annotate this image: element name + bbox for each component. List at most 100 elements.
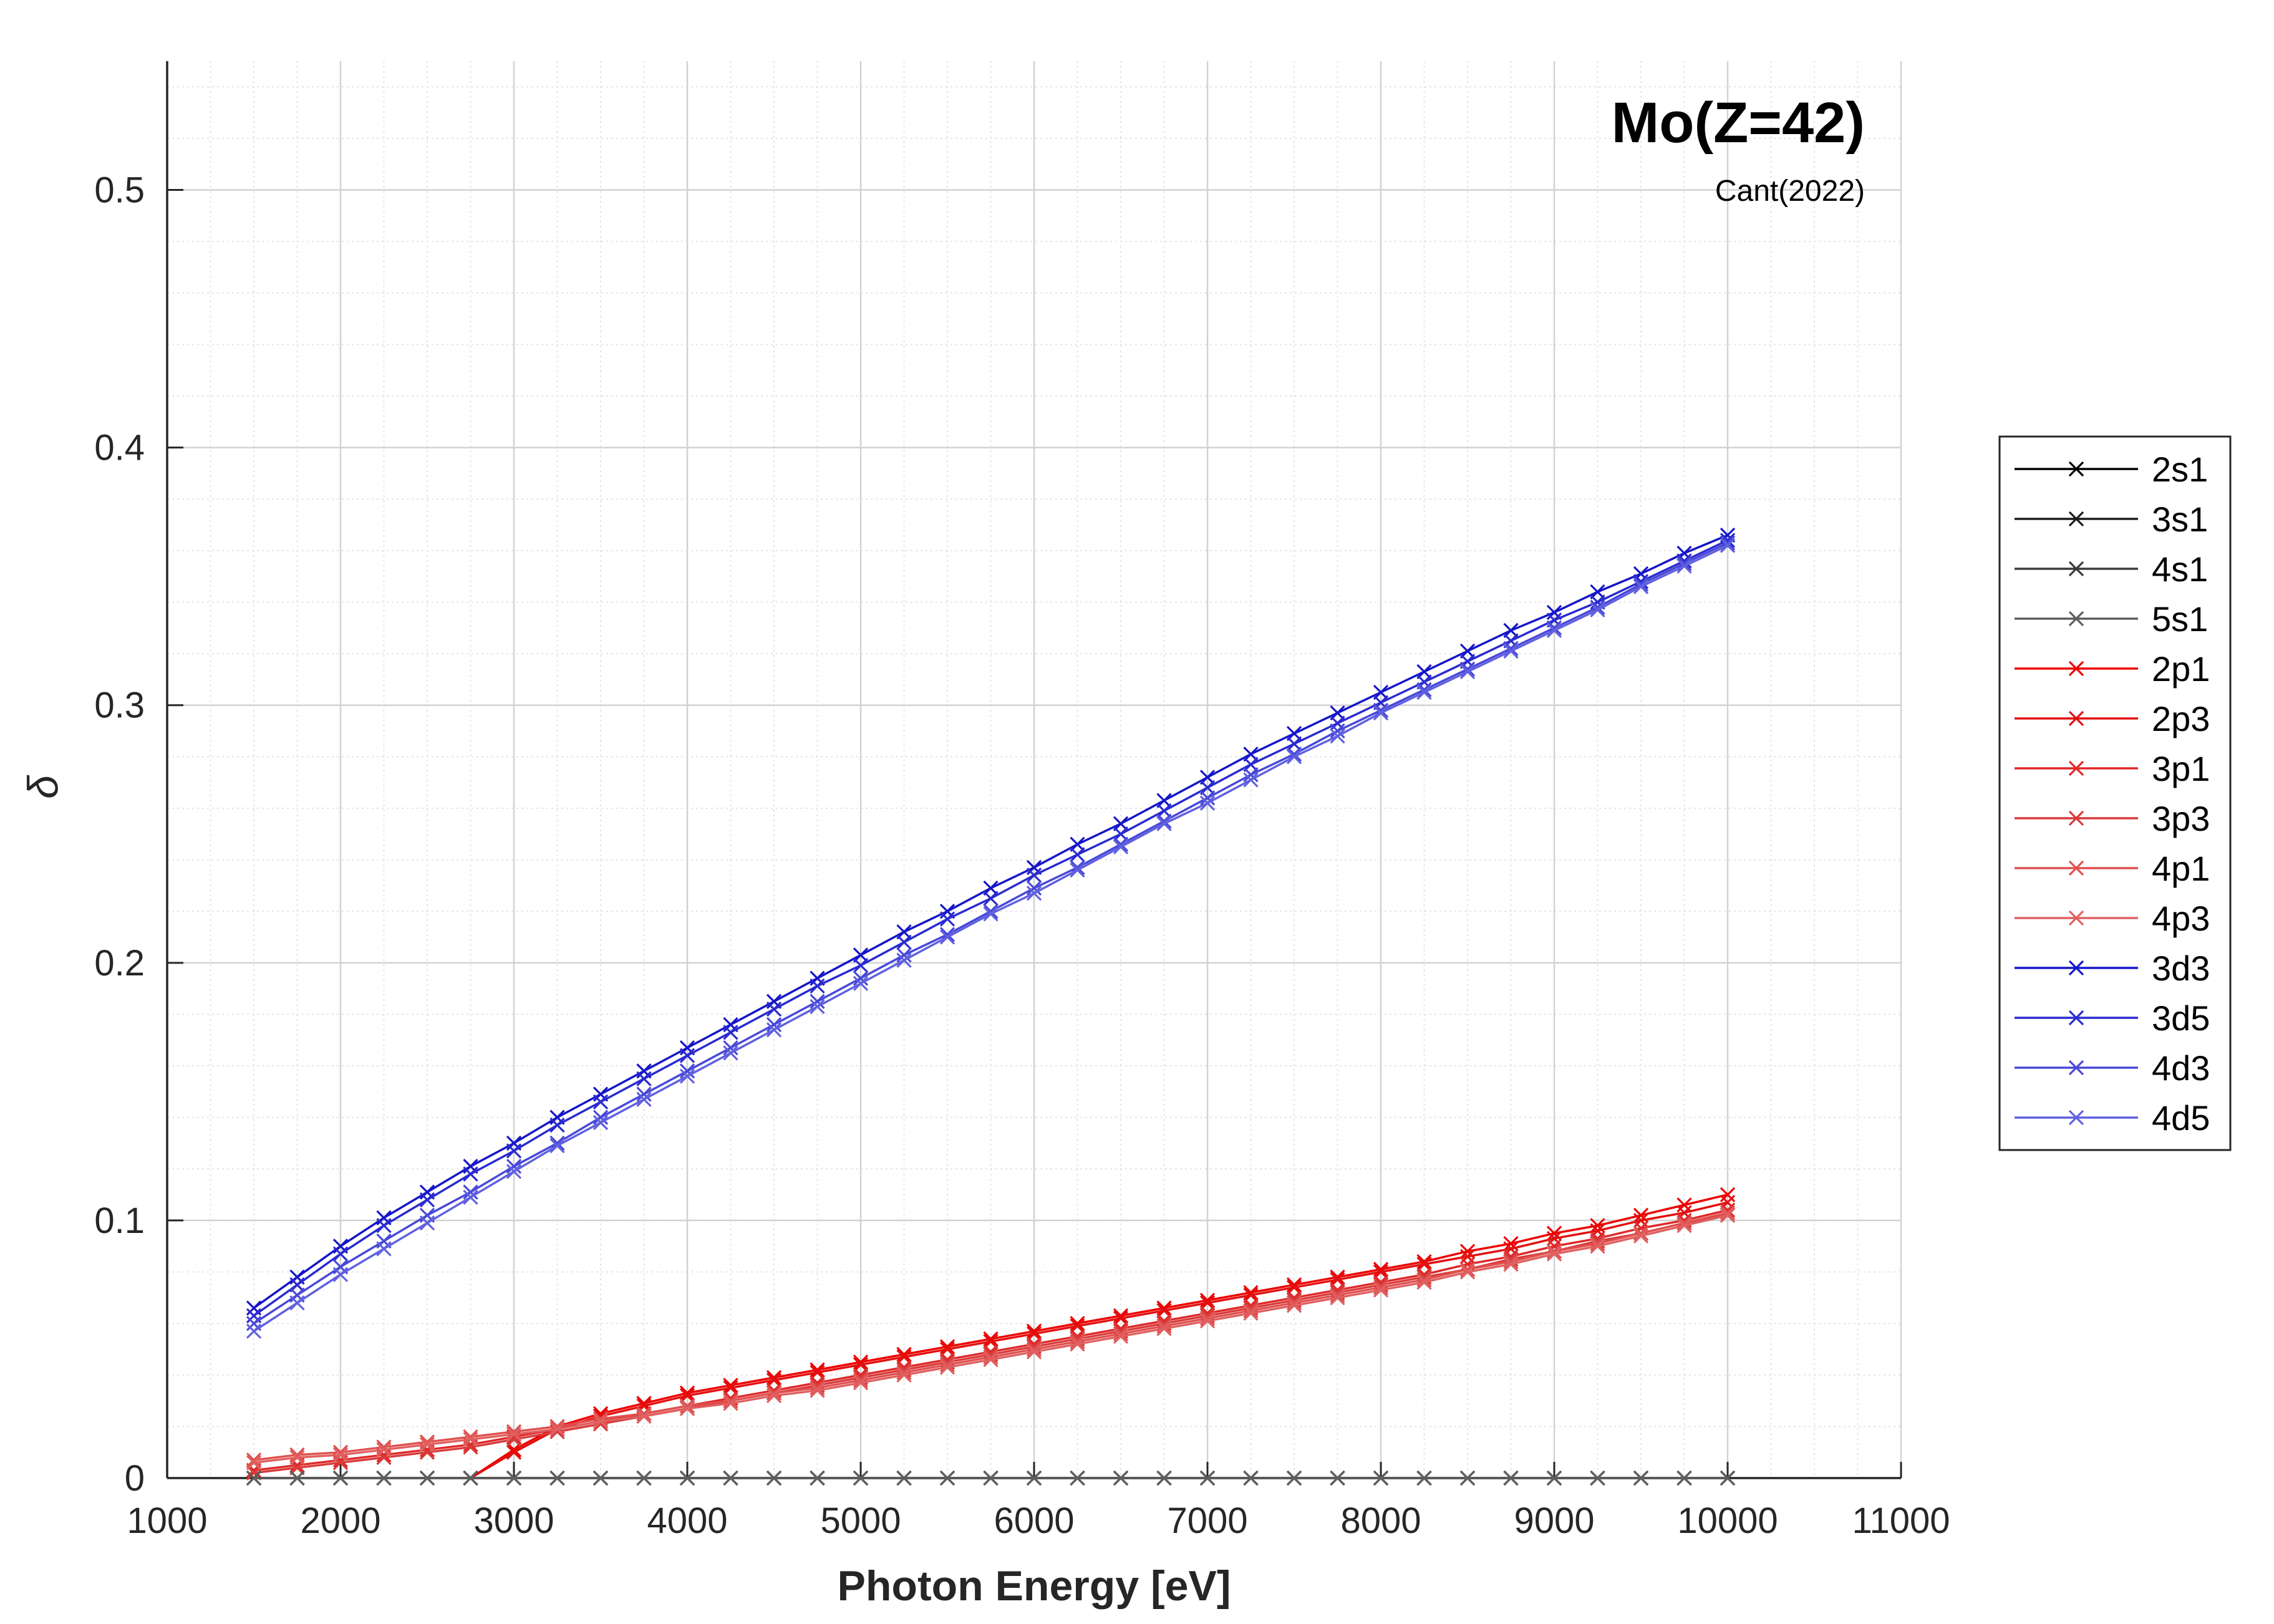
data-point-4d5 (1546, 622, 1562, 639)
data-point-4d3 (723, 1040, 738, 1056)
data-point-5s1 (463, 1470, 478, 1486)
data-point-4d5 (1070, 862, 1085, 878)
data-point-3d5 (810, 978, 825, 994)
data-point-4d5 (593, 1114, 609, 1131)
legend-marker (2068, 910, 2084, 926)
data-point-5s1 (983, 1470, 999, 1486)
y-tick-label: 0.3 (94, 685, 145, 726)
data-point-5s1 (1070, 1470, 1085, 1486)
data-point-4d5 (463, 1189, 478, 1205)
data-point-5s1 (1546, 1470, 1562, 1486)
data-point-4d5 (1330, 728, 1345, 744)
data-point-5s1 (766, 1470, 782, 1486)
data-point-5s1 (1503, 1470, 1519, 1486)
legend-item-2p1: 2p1 (2015, 649, 2210, 689)
legend-label: 2s1 (2152, 450, 2208, 489)
data-point-4d5 (983, 906, 999, 922)
data-point-4d5 (332, 1267, 349, 1282)
x-tick-label: 3000 (473, 1501, 554, 1541)
legend-item-4p3: 4p3 (2015, 899, 2210, 938)
legend-label: 4d3 (2152, 1048, 2210, 1088)
data-point-2p1 (723, 1378, 738, 1393)
data-point-4p3 (376, 1442, 392, 1457)
series-line-4d5 (253, 544, 1728, 1333)
data-point-4d5 (1459, 664, 1476, 680)
x-tick-label: 5000 (820, 1501, 901, 1541)
data-point-4p1 (332, 1444, 349, 1460)
data-point-2p1 (896, 1346, 912, 1362)
data-point-4d3 (810, 993, 825, 1009)
data-point-4p3 (1720, 1207, 1736, 1223)
data-point-4p3 (939, 1360, 956, 1375)
data-point-3d5 (1070, 847, 1085, 863)
data-point-5s1 (1590, 1470, 1605, 1486)
data-point-4p3 (853, 1375, 869, 1391)
data-point-3d5 (376, 1218, 392, 1234)
data-point-4d5 (1113, 839, 1129, 855)
y-axis-title: δ (19, 775, 67, 799)
data-point-5s1 (506, 1470, 522, 1486)
data-point-4d3 (853, 970, 869, 986)
series-line-2p1 (470, 1193, 1728, 1479)
data-point-4d5 (1590, 602, 1605, 618)
legend-label: 4p3 (2152, 899, 2210, 938)
data-point-4d5 (1373, 705, 1389, 721)
data-point-4d5 (939, 929, 956, 945)
legend-label: 3p1 (2152, 749, 2210, 788)
data-point-4d3 (636, 1086, 652, 1102)
x-tick-label: 10000 (1677, 1501, 1778, 1541)
data-point-2p1 (1026, 1323, 1042, 1339)
data-point-4p1 (1113, 1326, 1129, 1341)
data-point-4p3 (1373, 1282, 1389, 1298)
legend-marker (2068, 461, 2084, 477)
data-point-2p1 (1113, 1308, 1129, 1323)
legend-marker (2068, 1060, 2084, 1076)
data-point-5s1 (1156, 1470, 1172, 1486)
data-point-5s1 (1676, 1470, 1692, 1486)
y-tick-label: 0.5 (94, 170, 145, 211)
data-point-4p3 (506, 1426, 522, 1442)
legend-label: 3p3 (2152, 799, 2210, 838)
data-point-5s1 (289, 1470, 305, 1486)
data-point-4p3 (1286, 1298, 1302, 1313)
data-point-5s1 (246, 1470, 262, 1486)
data-point-5s1 (939, 1470, 956, 1486)
series-line-2p3 (470, 1201, 1728, 1479)
legend-item-3d5: 3d5 (2015, 998, 2210, 1038)
data-point-4p1 (1503, 1254, 1519, 1270)
data-point-4d5 (506, 1164, 522, 1179)
data-point-4p3 (1243, 1305, 1259, 1321)
data-point-4p1 (939, 1357, 956, 1373)
data-point-4d3 (1026, 880, 1042, 896)
data-point-5s1 (1243, 1470, 1259, 1486)
data-point-2p1 (766, 1370, 782, 1386)
data-point-4p1 (766, 1385, 782, 1401)
data-point-3d5 (766, 1002, 782, 1017)
data-point-4d5 (549, 1138, 565, 1154)
data-point-2p1 (1199, 1292, 1216, 1308)
data-point-4d5 (376, 1241, 392, 1257)
data-point-4p3 (1459, 1264, 1476, 1280)
legend-marker (2068, 660, 2084, 677)
data-point-3d5 (593, 1094, 609, 1110)
legend: 2s1 3s1 4s1 5s1 2p1 2p3 3p1 3p3 4p1 4p3 3d3 3d5 4d3 4… (1998, 435, 2232, 1151)
data-point-4p3 (419, 1437, 435, 1452)
series-4p3 (246, 1207, 1736, 1471)
data-point-4p3 (810, 1383, 825, 1398)
data-point-5s1 (1416, 1470, 1432, 1486)
data-point-4p1 (679, 1398, 695, 1414)
legend-item-3d3: 3d3 (2015, 949, 2210, 988)
data-point-5s1 (853, 1470, 869, 1486)
data-point-5s1 (549, 1470, 565, 1486)
data-point-4p3 (679, 1401, 695, 1416)
data-point-4p1 (506, 1424, 522, 1439)
data-point-4d5 (1156, 816, 1172, 831)
legend-item-4d3: 4d3 (2015, 1048, 2210, 1088)
legend-label: 2p1 (2152, 649, 2210, 689)
x-axis-title: Photon Energy [eV] (838, 1562, 1231, 1610)
data-point-4d5 (810, 998, 825, 1015)
data-point-3d5 (983, 891, 999, 906)
series-4d5 (246, 538, 1736, 1339)
data-point-4p3 (766, 1388, 782, 1403)
